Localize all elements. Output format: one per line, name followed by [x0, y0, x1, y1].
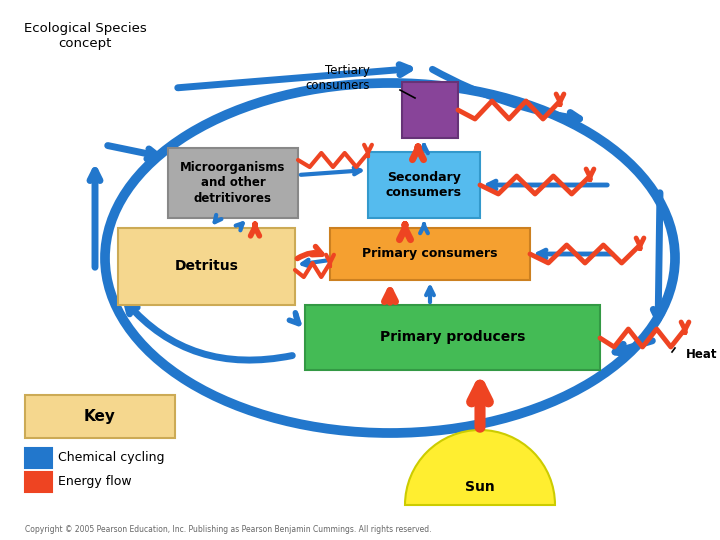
Text: Detritus: Detritus: [174, 260, 238, 273]
Text: Copyright © 2005 Pearson Education, Inc. Publishing as Pearson Benjamin Cummings: Copyright © 2005 Pearson Education, Inc.…: [25, 525, 431, 535]
Bar: [25, 448, 52, 468]
Text: Chemical cycling: Chemical cycling: [58, 451, 164, 464]
Bar: [305, 305, 600, 370]
Text: Energy flow: Energy flow: [58, 476, 132, 489]
Text: Tertiary
consumers: Tertiary consumers: [305, 64, 370, 92]
Text: Ecological Species
concept: Ecological Species concept: [24, 22, 146, 50]
Bar: [368, 152, 480, 218]
Wedge shape: [405, 430, 555, 505]
Bar: [25, 395, 175, 438]
Bar: [118, 228, 295, 305]
Text: Microorganisms
and other
detritivores: Microorganisms and other detritivores: [180, 161, 286, 205]
Text: Primary consumers: Primary consumers: [362, 247, 498, 260]
Bar: [168, 148, 298, 218]
Text: Heat: Heat: [686, 348, 718, 361]
Text: Key: Key: [84, 409, 116, 424]
Text: Secondary
consumers: Secondary consumers: [386, 171, 462, 199]
Text: Sun: Sun: [465, 480, 495, 494]
Bar: [402, 82, 458, 138]
Bar: [330, 228, 530, 280]
Bar: [25, 472, 52, 492]
Text: Primary producers: Primary producers: [380, 330, 525, 345]
